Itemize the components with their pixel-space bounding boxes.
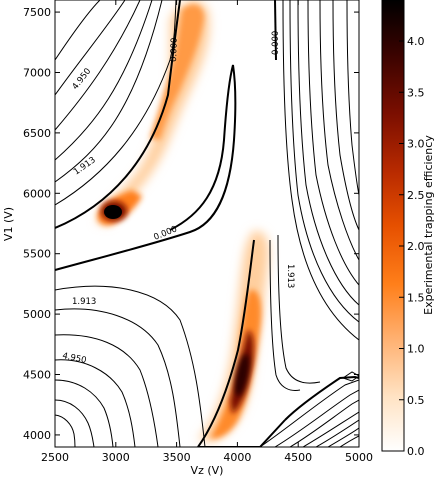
- colorbar-tick-label: 3.5: [407, 86, 425, 99]
- y-tick-label: 4500: [23, 369, 51, 382]
- colorbar-tick-label: 1.0: [407, 343, 425, 356]
- colorbar-tick-label: 1.5: [407, 291, 425, 304]
- x-axis: 2500 3000 3500 4000 4500 5000: [41, 0, 373, 464]
- x-tick-label: 3500: [163, 451, 191, 464]
- colorbar-tick-label: 4.0: [407, 35, 425, 48]
- y-tick-label: 7000: [23, 66, 51, 79]
- y-axis: 4000 4500 5000 5500 6000 6500 7000 7500: [23, 6, 359, 442]
- colorbar-tick-label: 2.5: [407, 189, 425, 202]
- contour-lines: [55, 0, 359, 447]
- y-axis-label: V1 (V): [2, 207, 15, 241]
- y-tick-label: 4000: [23, 429, 51, 442]
- contour-label: 4.950: [61, 351, 87, 366]
- plot-frame: [54, 0, 360, 448]
- contour-label: 1.913: [72, 297, 96, 307]
- y-tick-label: 6000: [23, 187, 51, 200]
- colorbar-tick-label: 2.0: [407, 240, 425, 253]
- contour-label: 1.913: [285, 264, 295, 288]
- x-tick-label: 4500: [284, 451, 312, 464]
- y-tick-label: 7500: [23, 6, 51, 19]
- y-tick-label: 5500: [23, 248, 51, 261]
- heat-region-lower: [198, 231, 269, 442]
- y-tick-label: 6500: [23, 127, 51, 140]
- x-axis-label: Vz (V): [191, 464, 224, 477]
- colorbar: [381, 0, 405, 452]
- contour-label: 0.000: [271, 31, 281, 55]
- y-tick-label: 5000: [23, 308, 51, 321]
- x-tick-label: 2500: [41, 451, 69, 464]
- heat-region-upper: [96, 0, 210, 226]
- colorbar-tick-label: 0.5: [407, 394, 425, 407]
- plot-area: [55, 0, 359, 447]
- colorbar-label: Experimental trapping efficiency: [422, 135, 435, 315]
- x-tick-label: 4000: [223, 451, 251, 464]
- heatmap-layer: [96, 0, 269, 442]
- colorbar-tick-label: 0.0: [407, 445, 425, 458]
- contour-label: 0.000: [169, 37, 180, 62]
- x-tick-label: 3000: [102, 451, 130, 464]
- colorbar-tick-label: 3.0: [407, 138, 425, 151]
- colorbar-axis: 0.0 0.5 1.0 1.5 2.0 2.5 3.0 3.5 4.0: [399, 35, 425, 458]
- x-tick-label: 5000: [345, 451, 373, 464]
